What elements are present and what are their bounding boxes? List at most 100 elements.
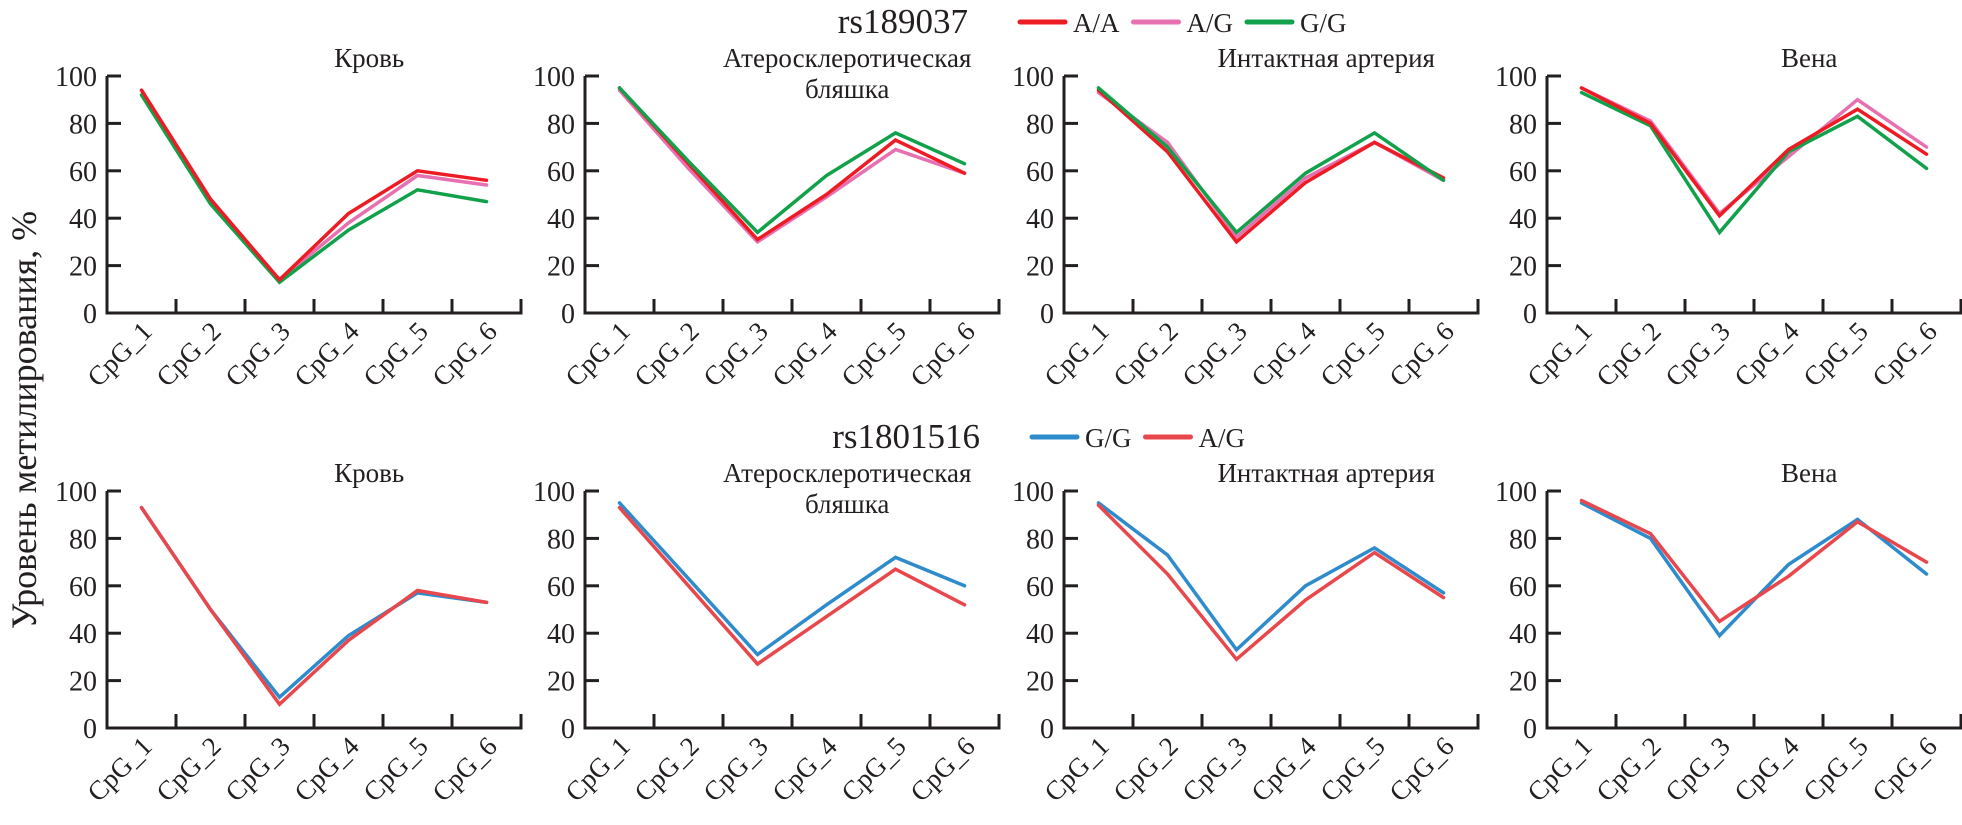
x-tick-label: CpG_6 (426, 316, 502, 392)
y-tick-label: 40 (1026, 204, 1054, 235)
y-tick-label: 0 (1040, 714, 1054, 745)
series-line-AA (1096, 88, 1446, 245)
series-line-GG (1579, 501, 1929, 639)
panel-0-0: Кровь020406080100CpG_1CpG_2CpG_3CpG_4CpG… (55, 43, 523, 392)
x-tick-label: CpG_3 (697, 316, 773, 392)
y-tick-label: 60 (1026, 572, 1054, 603)
y-tick-label: 20 (69, 252, 97, 283)
x-tick-label: CpG_3 (1659, 316, 1735, 392)
y-tick-label: 80 (69, 109, 97, 140)
x-tick-label: CpG_5 (1797, 316, 1873, 392)
legend-label: A/G (1187, 8, 1234, 38)
legend-label: G/G (1085, 423, 1132, 453)
y-axis-label: Уровень метилирования, % (4, 211, 44, 629)
y-tick-label: 100 (55, 62, 97, 93)
x-tick-label: CpG_3 (1659, 731, 1735, 807)
x-tick-label: CpG_4 (1728, 731, 1805, 808)
group-rs1801516: rs1801516 G/G A/GКровь020406080100CpG_1CpG… (55, 417, 1962, 807)
x-tick-label: CpG_6 (1383, 316, 1459, 392)
series-line-AA (1579, 86, 1929, 219)
x-tick-label: CpG_4 (288, 731, 365, 808)
y-tick-label: 80 (69, 524, 97, 555)
x-tick-label: CpG_2 (1107, 316, 1183, 392)
y-tick-label: 40 (547, 619, 575, 650)
x-tick-label: CpG_6 (904, 731, 980, 807)
series-line-AG (139, 505, 489, 707)
group-rs189037: rs189037 A/A A/G G/GКровь020406080100CpG_1C… (55, 2, 1962, 392)
y-tick-label: 40 (69, 619, 97, 650)
series-line-GG (139, 505, 489, 700)
x-tick-label: CpG_3 (219, 731, 295, 807)
x-tick-label: CpG_2 (150, 731, 226, 807)
x-tick-label: CpG_4 (1245, 316, 1322, 393)
legend-item: G/G (1029, 423, 1132, 453)
group-title: rs1801516 (832, 417, 980, 456)
y-tick-label: 40 (1026, 619, 1054, 650)
legend-item: A/G (1143, 423, 1246, 453)
x-tick-label: CpG_5 (357, 316, 433, 392)
x-tick-label: CpG_2 (1590, 316, 1666, 392)
y-tick-label: 80 (1026, 109, 1054, 140)
y-tick-label: 80 (1509, 109, 1537, 140)
x-tick-label: CpG_6 (1383, 731, 1459, 807)
x-tick-label: CpG_6 (1866, 731, 1942, 807)
x-tick-label: CpG_2 (628, 316, 704, 392)
legend-item: A/G (1131, 8, 1234, 38)
y-tick-label: 40 (69, 204, 97, 235)
x-tick-label: CpG_4 (1728, 316, 1805, 393)
y-tick-label: 0 (561, 299, 575, 330)
panel-1-3: Вена020406080100CpG_1CpG_2CpG_3CpG_4CpG_… (1495, 458, 1962, 807)
panel-title: бляшка (805, 489, 889, 519)
y-tick-label: 60 (547, 572, 575, 603)
x-tick-label: CpG_3 (1176, 316, 1252, 392)
series-line-AA (617, 86, 967, 242)
series-line-GG (1096, 86, 1446, 235)
y-tick-label: 80 (547, 109, 575, 140)
y-tick-label: 20 (1509, 667, 1537, 698)
y-tick-label: 60 (1509, 572, 1537, 603)
y-tick-label: 20 (547, 252, 575, 283)
group-title: rs189037 (838, 2, 968, 41)
panel-1-2: Интактная артерия020406080100CpG_1CpG_2C… (1012, 458, 1480, 807)
y-tick-label: 20 (1026, 252, 1054, 283)
y-tick-label: 100 (1012, 477, 1054, 508)
y-tick-label: 100 (1495, 62, 1537, 93)
y-tick-label: 80 (1509, 524, 1537, 555)
x-tick-label: CpG_5 (1797, 731, 1873, 807)
y-tick-label: 60 (547, 157, 575, 188)
x-tick-label: CpG_4 (1245, 731, 1322, 808)
y-tick-label: 20 (69, 667, 97, 698)
x-tick-label: CpG_6 (426, 731, 502, 807)
x-tick-label: CpG_2 (150, 316, 226, 392)
y-tick-label: 40 (547, 204, 575, 235)
series-line-AG (617, 88, 967, 245)
y-tick-label: 60 (69, 572, 97, 603)
y-tick-label: 20 (1026, 667, 1054, 698)
y-tick-label: 0 (1523, 714, 1537, 745)
series-line-GG (1579, 90, 1929, 236)
series-line-GG (617, 86, 967, 235)
y-tick-label: 0 (561, 714, 575, 745)
x-tick-label: CpG_3 (1176, 731, 1252, 807)
panel-title: Интактная артерия (1217, 458, 1435, 488)
series-line-GG (1096, 501, 1446, 653)
x-tick-label: CpG_2 (1107, 731, 1183, 807)
x-tick-label: CpG_6 (904, 316, 980, 392)
y-tick-label: 80 (1026, 524, 1054, 555)
x-tick-label: CpG_2 (1590, 731, 1666, 807)
y-tick-label: 60 (1509, 157, 1537, 188)
y-tick-label: 100 (1495, 477, 1537, 508)
x-tick-label: CpG_3 (219, 316, 295, 392)
y-tick-label: 100 (533, 477, 575, 508)
y-tick-label: 0 (1040, 299, 1054, 330)
legend-label: G/G (1300, 8, 1347, 38)
y-tick-label: 0 (83, 299, 97, 330)
panel-0-2: Интактная артерия020406080100CpG_1CpG_2C… (1012, 43, 1480, 392)
legend-label: A/G (1199, 423, 1246, 453)
panel-title: Атеросклеротическая (723, 43, 971, 73)
x-tick-label: CpG_5 (835, 731, 911, 807)
legend-label: A/A (1073, 8, 1120, 38)
x-tick-label: CpG_5 (1314, 731, 1390, 807)
